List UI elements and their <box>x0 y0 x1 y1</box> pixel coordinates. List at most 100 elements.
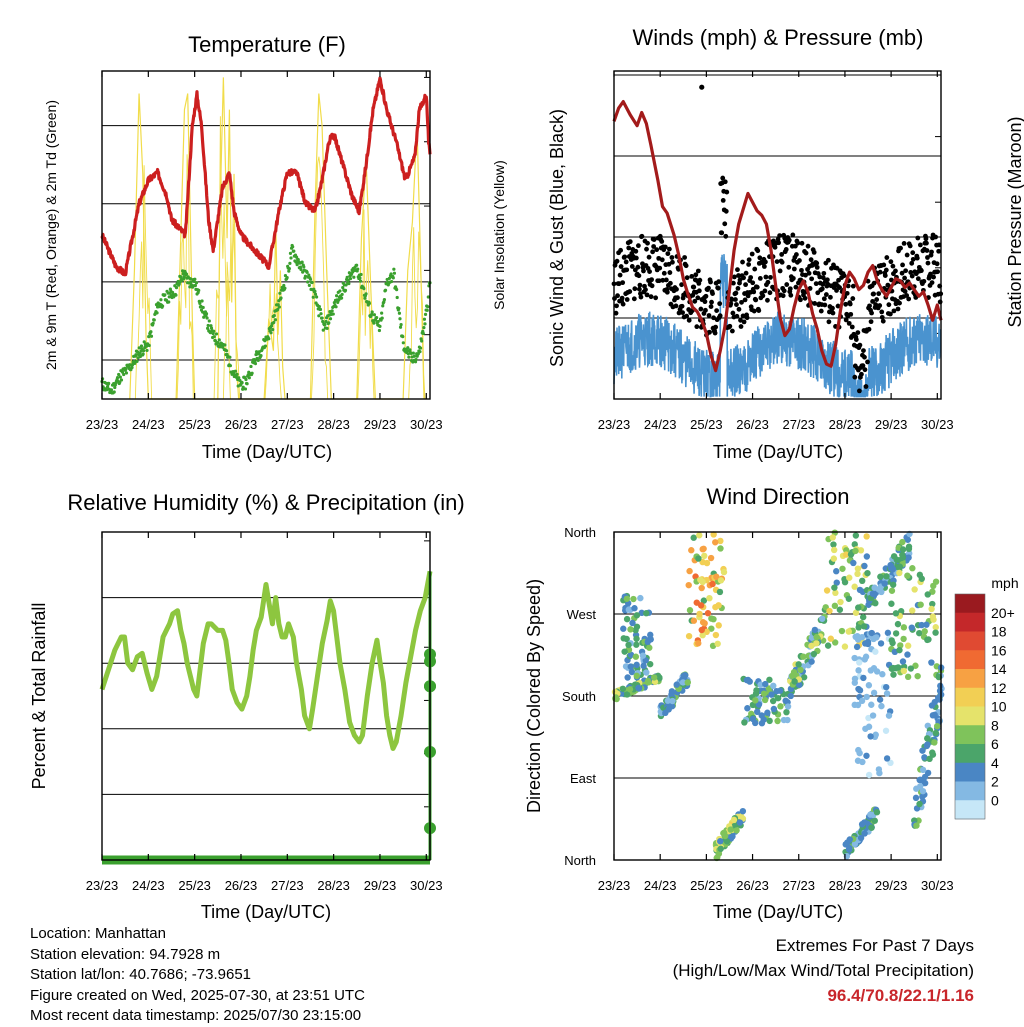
dewpoint-point <box>135 359 139 363</box>
gust-point <box>826 319 832 325</box>
extremes-heading: Extremes For Past 7 Days <box>775 936 974 955</box>
dewpoint-point <box>112 390 116 394</box>
gust-point <box>645 240 650 246</box>
gust-point <box>763 274 769 280</box>
direction-point <box>925 636 932 643</box>
gust-point <box>736 306 742 312</box>
dewpoint-point <box>269 324 274 328</box>
wind-title: Winds (mph) & Pressure (mb) <box>633 25 924 50</box>
dewpoint-point <box>317 314 321 318</box>
gust-point <box>925 260 931 266</box>
colorbar-swatch <box>955 612 985 632</box>
colorbar-swatch <box>955 594 985 614</box>
direction-point <box>854 565 862 572</box>
gust-point <box>680 310 685 316</box>
direction-point <box>855 667 862 674</box>
direction-point <box>870 689 878 697</box>
gust-point <box>696 288 702 294</box>
gust-point <box>852 374 858 380</box>
direction-point <box>890 671 897 678</box>
gust-point <box>649 277 654 283</box>
dewpoint-point <box>194 281 199 285</box>
direction-point <box>921 628 928 635</box>
gust-point <box>761 264 767 269</box>
direction-point <box>640 662 647 670</box>
direction-point <box>832 589 839 597</box>
gust-point <box>765 297 770 303</box>
wind-xtick-label: 29/23 <box>875 417 908 432</box>
gust-point <box>891 308 897 314</box>
temperature-title: Temperature (F) <box>188 32 346 57</box>
direction-point <box>717 545 724 552</box>
gust-point <box>884 255 890 260</box>
gust-point <box>706 285 711 291</box>
gust-point <box>807 286 813 291</box>
direction-point <box>856 749 863 757</box>
direction-point <box>642 657 649 664</box>
gust-point <box>669 255 675 260</box>
direction-point <box>623 691 631 698</box>
gust-point <box>791 266 797 272</box>
dewpoint-point <box>179 275 183 279</box>
direction-point <box>900 667 908 675</box>
gust-point <box>811 249 817 255</box>
gust-point <box>862 354 867 360</box>
colorbar-swatch <box>955 669 985 689</box>
dewpoint-point <box>421 331 425 336</box>
gust-point <box>897 300 902 306</box>
direction-point <box>810 650 818 658</box>
gust-point <box>723 233 729 239</box>
dewpoint-point <box>159 298 163 302</box>
direction-xtick-label: 25/23 <box>690 878 723 893</box>
gust-point <box>820 275 826 281</box>
direction-point <box>917 601 924 608</box>
gust-point <box>890 263 896 269</box>
dewpoint-point <box>295 263 299 267</box>
direction-point <box>741 719 748 726</box>
gust-point <box>745 293 751 299</box>
direction-point <box>639 652 647 659</box>
station-latlon: Station lat/lon: 40.7686; -73.9651 <box>30 966 252 983</box>
direction-point <box>624 674 631 681</box>
gust-point <box>882 273 888 278</box>
direction-xtick-label: 30/23 <box>921 878 954 893</box>
dewpoint-point <box>331 312 335 316</box>
direction-point <box>739 807 747 815</box>
gust-point <box>627 289 633 294</box>
dewpoint-point <box>414 357 418 362</box>
dewpoint-point <box>287 266 291 271</box>
gust-point <box>812 301 818 306</box>
direction-point <box>827 635 834 642</box>
direction-point <box>878 702 885 710</box>
dewpoint-point <box>221 345 225 349</box>
dewpoint-point <box>302 265 306 269</box>
gust-point <box>869 310 874 316</box>
gust-point <box>914 255 920 261</box>
direction-point <box>696 610 703 618</box>
direction-point <box>859 577 866 585</box>
direction-point <box>685 632 693 640</box>
gust-point <box>910 250 916 256</box>
wind-ylabel-left: Sonic Wind & Gust (Blue, Black) <box>547 109 567 367</box>
dewpoint-point <box>244 377 248 382</box>
direction-point <box>701 552 708 560</box>
gust-point <box>707 329 712 335</box>
direction-point <box>761 696 769 704</box>
humidity-xtick-label: 27/23 <box>271 878 304 893</box>
direction-point <box>899 658 907 665</box>
colorbar-swatch <box>955 706 985 726</box>
dewpoint-point <box>189 280 193 284</box>
wind-plot-frame <box>613 70 942 400</box>
direction-point <box>752 697 759 704</box>
gust-point <box>717 313 723 319</box>
gust-point <box>697 277 703 283</box>
direction-point <box>664 697 672 704</box>
gust-point <box>871 291 877 297</box>
gust-point <box>929 249 934 255</box>
dewpoint-point <box>320 316 324 320</box>
gust-point <box>865 359 870 365</box>
gust-point <box>624 297 630 302</box>
solar-insolation-line <box>264 283 282 400</box>
gust-point <box>898 245 903 251</box>
direction-point <box>889 581 897 588</box>
